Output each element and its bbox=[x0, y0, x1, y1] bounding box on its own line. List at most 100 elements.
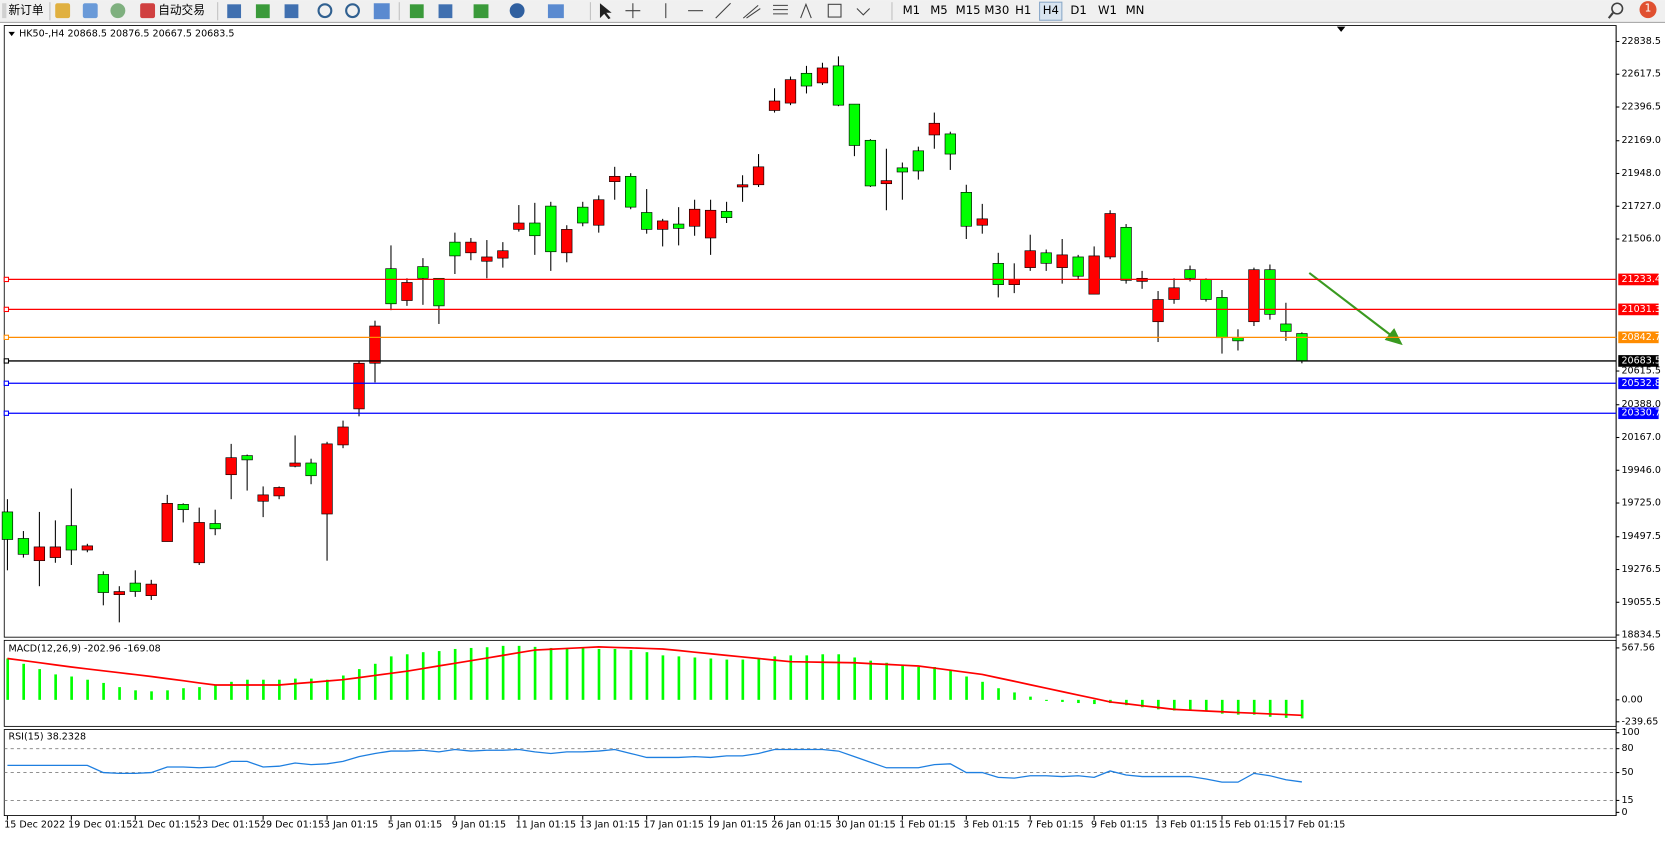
title-marker bbox=[8, 31, 15, 37]
candle-body bbox=[1152, 299, 1164, 323]
icon[interactable] bbox=[856, 8, 871, 16]
auto-trading-button[interactable]: 自动交易 bbox=[140, 3, 205, 19]
macd-bar bbox=[581, 647, 585, 700]
candle-body bbox=[241, 455, 253, 461]
level-label-bg bbox=[1618, 407, 1659, 420]
macd-bar bbox=[853, 657, 857, 700]
macd-bar bbox=[517, 645, 521, 700]
level-handle bbox=[3, 276, 10, 283]
level-handle bbox=[3, 380, 10, 386]
candle-body bbox=[273, 487, 285, 497]
candle-body bbox=[1168, 287, 1180, 300]
icon[interactable] bbox=[1611, 2, 1624, 15]
macd-bar bbox=[166, 690, 169, 700]
candle-body bbox=[912, 150, 924, 172]
icon[interactable] bbox=[82, 3, 98, 19]
candle-body bbox=[848, 103, 861, 146]
grip bbox=[2, 3, 7, 19]
icon[interactable] bbox=[284, 4, 299, 19]
candle-body bbox=[1104, 213, 1116, 258]
badge-circle[interactable] bbox=[1639, 1, 1657, 19]
candle-body bbox=[433, 277, 445, 307]
x-tick-label: 21 Dec 01:15 bbox=[132, 820, 196, 831]
macd-bar bbox=[901, 664, 904, 700]
candle-body bbox=[1280, 323, 1292, 332]
new-order-label[interactable]: 新订单 bbox=[8, 3, 43, 17]
macd-bar bbox=[1013, 692, 1016, 700]
trend-arrow bbox=[1308, 272, 1403, 346]
candle-body bbox=[497, 250, 509, 259]
macd-bar bbox=[997, 688, 1000, 700]
timeframe-button[interactable]: H4 bbox=[1043, 3, 1059, 17]
macd-bar bbox=[693, 657, 697, 700]
macd-bar bbox=[501, 645, 505, 700]
macd-bar bbox=[821, 654, 825, 700]
candle-body bbox=[369, 325, 381, 364]
icon[interactable] bbox=[227, 4, 242, 19]
icon[interactable] bbox=[438, 4, 453, 19]
macd-bar bbox=[885, 662, 888, 700]
icon[interactable] bbox=[827, 3, 842, 18]
icon[interactable] bbox=[773, 4, 788, 15]
y-tick-label: 19497.5 bbox=[1621, 531, 1660, 542]
candle-body bbox=[928, 122, 940, 136]
icon[interactable] bbox=[345, 3, 360, 19]
icon[interactable] bbox=[55, 3, 71, 19]
timeframe-button[interactable]: H1 bbox=[1015, 3, 1031, 17]
timeframe-button[interactable]: M1 bbox=[903, 3, 921, 17]
timeframe-button[interactable]: MN bbox=[1126, 3, 1145, 17]
icon[interactable] bbox=[547, 4, 564, 19]
timeframe-button[interactable]: M30 bbox=[984, 3, 1009, 17]
candle-body bbox=[177, 504, 189, 511]
icon[interactable] bbox=[599, 3, 612, 20]
macd-bar bbox=[1188, 699, 1192, 711]
macd-bar bbox=[1045, 699, 1048, 701]
icon[interactable] bbox=[742, 4, 761, 19]
macd-bar bbox=[1093, 699, 1096, 705]
macd-bar bbox=[357, 669, 361, 700]
icon[interactable] bbox=[110, 3, 126, 19]
macd-bar bbox=[949, 670, 952, 700]
icon[interactable] bbox=[255, 4, 270, 19]
active-timeframe-bg bbox=[1039, 1, 1063, 21]
level-label: 20683.5 bbox=[1621, 355, 1660, 366]
macd-bar bbox=[1252, 699, 1256, 715]
macd-bar bbox=[278, 679, 281, 700]
macd-bar bbox=[150, 691, 153, 700]
icon[interactable] bbox=[473, 4, 489, 19]
macd-bar bbox=[54, 674, 57, 700]
toolbar-bg bbox=[0, 0, 1665, 23]
auto-trading-label[interactable]: 自动交易 bbox=[158, 3, 205, 17]
level-label-bg bbox=[1618, 331, 1659, 344]
toolbar: 新订单 自动交易 bbox=[0, 0, 1665, 23]
icon[interactable] bbox=[625, 3, 641, 19]
candle-body bbox=[976, 218, 988, 226]
icon[interactable] bbox=[1607, 12, 1614, 19]
timeframe-button[interactable]: M15 bbox=[956, 3, 981, 17]
y-tick-label: 0.00 bbox=[1621, 694, 1642, 705]
macd-bar bbox=[246, 679, 249, 700]
macd-bar bbox=[341, 675, 345, 700]
icon[interactable] bbox=[800, 2, 812, 19]
timeframe-button[interactable]: W1 bbox=[1098, 3, 1117, 17]
icon[interactable] bbox=[317, 3, 333, 19]
timeframe-button[interactable]: D1 bbox=[1070, 3, 1086, 17]
chart-title: HK50-,H4 20868.5 20876.5 20667.5 20683.5 bbox=[19, 29, 234, 40]
search-icon[interactable] bbox=[1607, 2, 1624, 19]
icon[interactable] bbox=[373, 3, 390, 20]
y-tick-label: -239.65 bbox=[1621, 716, 1658, 727]
macd-bar bbox=[22, 663, 26, 700]
macd-bar bbox=[182, 688, 185, 700]
badge-count[interactable]: 1 bbox=[1645, 2, 1652, 15]
arrow-line bbox=[1308, 272, 1395, 339]
icon[interactable] bbox=[509, 3, 525, 19]
candle-body bbox=[944, 133, 956, 155]
notification-badge[interactable]: 1 bbox=[1639, 1, 1657, 19]
candle-body bbox=[289, 462, 301, 467]
icon[interactable] bbox=[715, 2, 731, 19]
timeframe-button[interactable]: M5 bbox=[930, 3, 947, 17]
x-tick-label: 15 Feb 01:15 bbox=[1219, 820, 1282, 831]
new-order-button[interactable]: 新订单 bbox=[2, 3, 44, 19]
icon[interactable] bbox=[409, 4, 424, 19]
candle-body bbox=[81, 545, 93, 551]
